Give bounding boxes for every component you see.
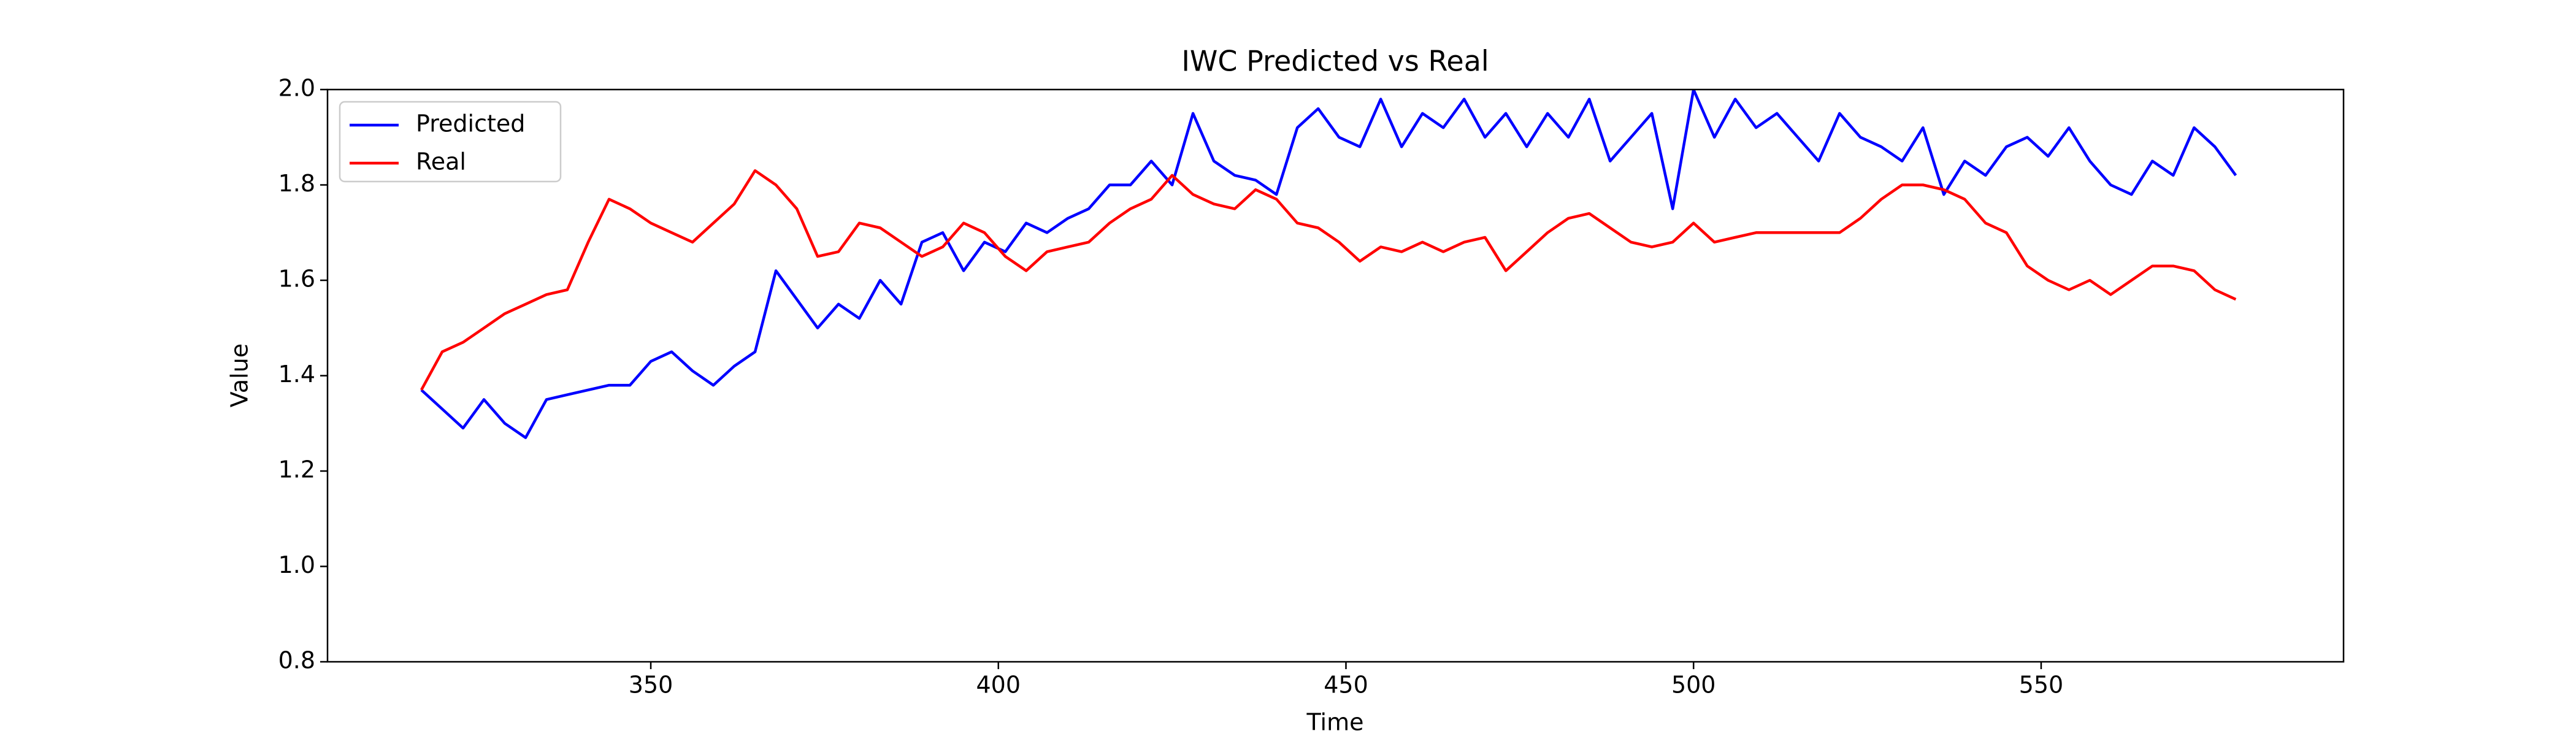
y-tick-label: 1.2 [278,456,315,483]
x-tick-label: 550 [2019,672,2064,699]
x-tick-label: 400 [976,672,1021,699]
y-tick-label: 1.4 [278,361,315,388]
chart-title: IWC Predicted vs Real [1181,45,1489,78]
legend-label: Real [416,148,466,175]
legend-box [339,101,562,183]
x-axis-label: Time [1306,709,1364,736]
plot-lines [420,90,2237,439]
x-tick-label: 350 [629,672,673,699]
y-tick-label: 2.0 [278,75,315,102]
series-line [420,169,2237,391]
series-line [420,90,2237,439]
y-tick-label: 1.0 [278,551,315,578]
y-tick-label: 0.8 [278,647,315,674]
x-tick-label: 500 [1671,672,1716,699]
plot-frame [326,88,2345,663]
x-tick-label: 450 [1324,672,1368,699]
y-tick-label: 1.6 [278,266,315,293]
y-tick-label: 1.8 [278,170,315,197]
y-axis-label: Value [226,343,253,407]
legend-label: Predicted [416,110,525,137]
